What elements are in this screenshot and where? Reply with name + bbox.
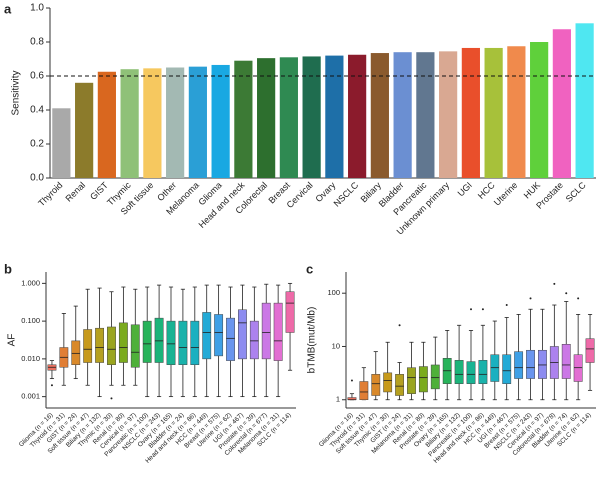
- outlier: [398, 324, 401, 327]
- box: [430, 364, 440, 390]
- y-tick-label: 0.010: [21, 354, 40, 363]
- bar: [97, 71, 116, 178]
- box: [249, 320, 259, 360]
- box: [142, 320, 152, 363]
- box: [526, 349, 535, 379]
- box: [407, 367, 416, 394]
- box: [178, 320, 188, 365]
- box: [285, 291, 295, 333]
- box: [214, 314, 224, 357]
- panel-label: b: [4, 261, 12, 276]
- bar: [188, 66, 207, 178]
- box: [83, 329, 93, 363]
- box: [202, 312, 212, 360]
- bar: [416, 52, 435, 179]
- box: [454, 360, 464, 384]
- bar: [552, 29, 571, 178]
- box: [166, 320, 176, 365]
- box: [478, 360, 488, 384]
- x-tick-label: Thyroid: [36, 180, 64, 208]
- bar: [143, 68, 162, 178]
- box: [359, 381, 369, 400]
- outlier: [529, 297, 532, 300]
- y-tick-label: 0.001: [21, 392, 40, 401]
- bar: [370, 53, 389, 178]
- y-tick-label: 0.6: [30, 71, 44, 82]
- outlier: [553, 282, 556, 285]
- outlier: [505, 304, 508, 307]
- y-tick-label: 100: [327, 288, 340, 297]
- bar: [52, 108, 71, 178]
- outlier: [481, 308, 484, 311]
- panel-label: a: [4, 1, 12, 16]
- box: [395, 374, 404, 396]
- box: [466, 361, 476, 384]
- panel-label: c: [306, 261, 313, 276]
- bar: [234, 60, 253, 179]
- box: [538, 349, 547, 379]
- box: [573, 354, 583, 382]
- box: [107, 326, 116, 365]
- y-axis-title: bTMB(mut/Mb): [307, 307, 318, 374]
- y-tick-label: 1.000: [21, 278, 40, 287]
- box: [502, 354, 512, 384]
- box: [273, 302, 283, 361]
- y-tick-label: 0.4: [30, 105, 44, 116]
- x-tick-label: NSCLC: [332, 180, 361, 209]
- bar: [257, 58, 276, 178]
- bar: [325, 55, 344, 178]
- box: [418, 366, 428, 393]
- box: [261, 302, 271, 360]
- y-axis-title: AF: [7, 334, 18, 347]
- bar: [211, 64, 230, 178]
- box: [95, 327, 104, 363]
- box: [585, 338, 595, 363]
- bar: [575, 23, 594, 178]
- box: [118, 322, 128, 363]
- bar: [279, 57, 298, 178]
- outlier: [565, 292, 568, 295]
- box: [190, 320, 200, 365]
- outlier: [50, 384, 53, 387]
- bar: [120, 69, 139, 178]
- box: [383, 372, 393, 393]
- box: [71, 340, 81, 365]
- box: [514, 351, 524, 379]
- y-tick-label: 1: [336, 395, 340, 404]
- x-tick-label: Renal: [64, 180, 88, 204]
- y-tick-label: 0.2: [30, 139, 44, 150]
- y-tick-label: 0.100: [21, 316, 40, 325]
- box: [490, 354, 500, 382]
- y-axis-title: Sensitivity: [11, 70, 22, 115]
- bar: [507, 46, 526, 178]
- bar: [439, 51, 458, 178]
- outlier: [110, 397, 113, 400]
- bar: [484, 47, 503, 179]
- y-tick-label: 0.8: [30, 37, 44, 48]
- bar: [348, 54, 367, 178]
- bar: [302, 56, 321, 179]
- x-tick-label: Uterine: [492, 180, 520, 208]
- outlier: [470, 308, 472, 311]
- box: [154, 317, 164, 363]
- bar: [530, 42, 549, 178]
- x-tick-label: SCLC: [564, 180, 588, 204]
- y-tick-label: 0.0: [30, 173, 44, 184]
- bar: [461, 47, 480, 179]
- outlier: [350, 379, 353, 382]
- box: [238, 309, 247, 360]
- box: [371, 374, 381, 396]
- y-tick-label: 1.0: [30, 3, 44, 14]
- bar: [75, 82, 94, 178]
- outlier: [577, 297, 580, 300]
- x-tick-label: UGI: [456, 180, 474, 198]
- bar: [393, 52, 412, 179]
- box: [226, 317, 235, 361]
- bar: [166, 67, 185, 178]
- box: [130, 324, 140, 368]
- y-tick-label: 10: [332, 341, 340, 350]
- box: [561, 344, 571, 379]
